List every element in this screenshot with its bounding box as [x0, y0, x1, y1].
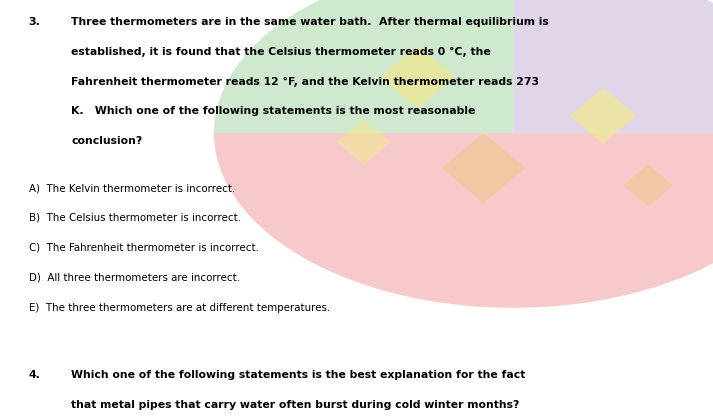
Polygon shape [214, 0, 513, 133]
Polygon shape [570, 88, 637, 144]
Polygon shape [623, 165, 673, 206]
Text: K.   Which one of the following statements is the most reasonable: K. Which one of the following statements… [71, 106, 476, 116]
Text: 4.: 4. [29, 370, 41, 380]
Text: C)  The Fahrenheit thermometer is incorrect.: C) The Fahrenheit thermometer is incorre… [29, 243, 258, 253]
Polygon shape [380, 46, 456, 109]
Text: A)  The Kelvin thermometer is incorrect.: A) The Kelvin thermometer is incorrect. [29, 183, 235, 193]
Text: E)  The three thermometers are at different temperatures.: E) The three thermometers are at differe… [29, 303, 329, 313]
Text: B)  The Celsius thermometer is incorrect.: B) The Celsius thermometer is incorrect. [29, 213, 240, 223]
Text: Fahrenheit thermometer reads 12 °F, and the Kelvin thermometer reads 273: Fahrenheit thermometer reads 12 °F, and … [71, 77, 540, 87]
Text: conclusion?: conclusion? [71, 136, 143, 146]
Text: established, it is found that the Celsius thermometer reads 0 °C, the: established, it is found that the Celsiu… [71, 47, 491, 57]
Polygon shape [513, 0, 713, 133]
Polygon shape [441, 133, 525, 203]
Polygon shape [214, 133, 713, 308]
Text: that metal pipes that carry water often burst during cold winter months?: that metal pipes that carry water often … [71, 400, 520, 410]
Text: 3.: 3. [29, 17, 41, 27]
Polygon shape [337, 119, 391, 165]
Text: D)  All three thermometers are incorrect.: D) All three thermometers are incorrect. [29, 273, 240, 283]
Text: Three thermometers are in the same water bath.  After thermal equilibrium is: Three thermometers are in the same water… [71, 17, 549, 27]
Text: Which one of the following statements is the best explanation for the fact: Which one of the following statements is… [71, 370, 525, 380]
